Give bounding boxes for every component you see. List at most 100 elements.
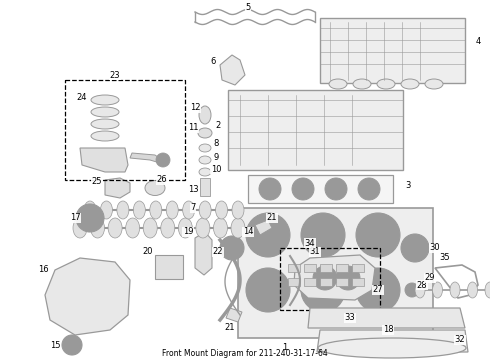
Polygon shape: [105, 178, 130, 198]
Text: Front Mount Diagram for 211-240-31-17-64: Front Mount Diagram for 211-240-31-17-64: [162, 349, 328, 358]
Ellipse shape: [143, 218, 157, 238]
Ellipse shape: [91, 95, 119, 105]
Circle shape: [362, 219, 394, 251]
Ellipse shape: [91, 218, 104, 238]
Ellipse shape: [150, 201, 162, 219]
Bar: [320, 264, 332, 272]
Text: 13: 13: [188, 185, 198, 194]
Text: 2: 2: [216, 121, 220, 130]
Ellipse shape: [183, 201, 195, 219]
Ellipse shape: [73, 218, 87, 238]
Bar: [238, 208, 433, 338]
Text: 8: 8: [213, 139, 219, 148]
Ellipse shape: [133, 201, 146, 219]
Polygon shape: [80, 148, 128, 172]
Circle shape: [358, 178, 380, 200]
Ellipse shape: [108, 218, 122, 238]
Bar: [336, 278, 348, 286]
Text: 4: 4: [475, 37, 481, 46]
Polygon shape: [220, 55, 245, 85]
Ellipse shape: [199, 168, 211, 176]
Ellipse shape: [216, 201, 227, 219]
Bar: [320, 18, 465, 83]
Bar: [248, 175, 393, 203]
Circle shape: [62, 335, 82, 355]
Ellipse shape: [196, 218, 210, 238]
Text: 22: 22: [213, 248, 223, 256]
Ellipse shape: [401, 79, 419, 89]
Ellipse shape: [91, 119, 119, 129]
Ellipse shape: [199, 144, 211, 152]
Ellipse shape: [178, 218, 193, 238]
Circle shape: [252, 274, 284, 306]
Bar: [352, 264, 364, 272]
Text: 31: 31: [310, 248, 320, 256]
Text: 23: 23: [110, 71, 121, 80]
Circle shape: [380, 287, 396, 303]
Text: 12: 12: [190, 104, 200, 112]
Bar: [288, 278, 300, 286]
Ellipse shape: [198, 128, 212, 138]
Ellipse shape: [100, 201, 112, 219]
Text: 14: 14: [243, 228, 253, 237]
Text: 15: 15: [50, 341, 60, 350]
Text: 26: 26: [157, 175, 167, 184]
Text: 17: 17: [70, 213, 80, 222]
Bar: [336, 264, 348, 272]
Circle shape: [200, 203, 210, 213]
Circle shape: [156, 153, 170, 167]
Circle shape: [401, 234, 429, 262]
Circle shape: [301, 268, 345, 312]
Ellipse shape: [318, 338, 466, 358]
Ellipse shape: [166, 201, 178, 219]
Text: 34: 34: [305, 238, 315, 248]
Polygon shape: [308, 308, 465, 328]
Circle shape: [220, 236, 244, 260]
Circle shape: [246, 213, 290, 257]
Text: 10: 10: [211, 165, 221, 174]
Text: 27: 27: [373, 285, 383, 294]
Text: 1: 1: [282, 343, 288, 352]
Ellipse shape: [199, 201, 211, 219]
Circle shape: [292, 178, 314, 200]
Circle shape: [336, 266, 360, 290]
Bar: [352, 278, 364, 286]
Ellipse shape: [214, 218, 227, 238]
Circle shape: [76, 204, 104, 232]
Text: 25: 25: [92, 177, 102, 186]
Text: 21: 21: [225, 324, 235, 333]
Text: 7: 7: [190, 203, 196, 212]
Ellipse shape: [377, 79, 395, 89]
Text: 11: 11: [188, 123, 198, 132]
Polygon shape: [317, 330, 468, 352]
Ellipse shape: [232, 201, 244, 219]
Circle shape: [356, 268, 400, 312]
Text: 21: 21: [267, 213, 277, 222]
Bar: [155, 255, 183, 279]
Ellipse shape: [199, 156, 211, 164]
Text: 16: 16: [38, 266, 49, 274]
Bar: [288, 264, 300, 272]
Ellipse shape: [231, 218, 245, 238]
Circle shape: [356, 213, 400, 257]
Text: 29: 29: [425, 274, 435, 283]
Circle shape: [307, 274, 339, 306]
Ellipse shape: [161, 218, 175, 238]
Circle shape: [379, 309, 397, 327]
Bar: [228, 90, 403, 170]
Circle shape: [362, 274, 394, 306]
Bar: [65, 80, 185, 180]
Circle shape: [252, 219, 284, 251]
Text: 32: 32: [455, 336, 466, 345]
Text: 35: 35: [440, 253, 450, 262]
Bar: [200, 178, 210, 196]
Ellipse shape: [91, 131, 119, 141]
Circle shape: [301, 213, 345, 257]
Circle shape: [325, 178, 347, 200]
Polygon shape: [226, 308, 242, 322]
Ellipse shape: [353, 79, 371, 89]
Polygon shape: [294, 255, 375, 300]
Polygon shape: [45, 258, 130, 335]
Polygon shape: [130, 153, 162, 163]
Ellipse shape: [145, 180, 165, 195]
